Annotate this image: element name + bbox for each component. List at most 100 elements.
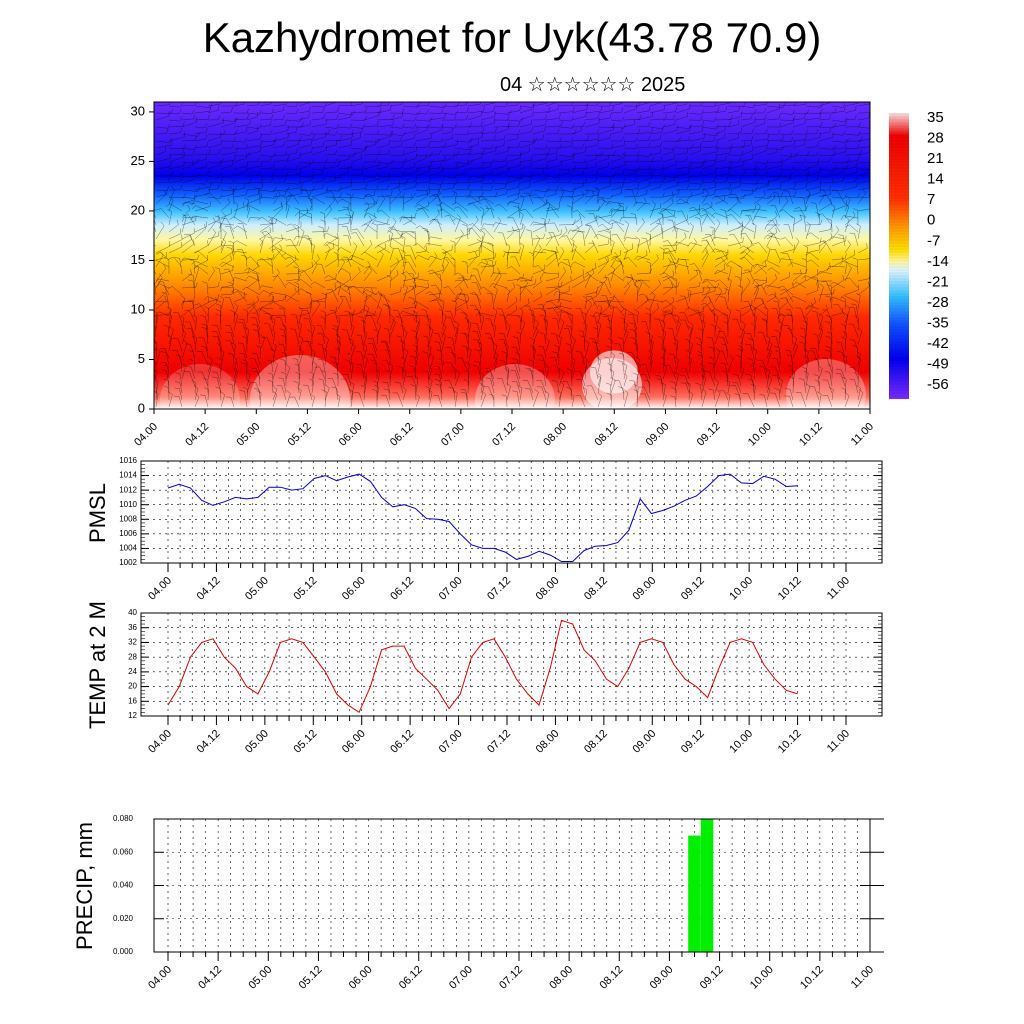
wind-barb: [441, 258, 450, 275]
wind-barb: [792, 335, 798, 352]
wind-barb: [714, 121, 731, 128]
colorbar-bar: [889, 113, 909, 399]
wind-barb: [688, 287, 705, 296]
wind-barb: [174, 387, 183, 401]
wind-barb: [693, 309, 703, 324]
wind-barb: [740, 188, 753, 198]
wind-barb: [844, 162, 858, 170]
wind-barb: [401, 356, 406, 373]
wind-barb: [701, 154, 718, 163]
wind-barb: [618, 386, 625, 401]
wind-barb: [596, 198, 612, 205]
wind-barb: [272, 391, 277, 408]
wind-barb: [493, 109, 512, 115]
y-tick-label: 32: [128, 638, 137, 647]
wind-barb: [155, 177, 170, 184]
wind-barb: [841, 296, 846, 310]
wind-barb: [160, 351, 170, 366]
wind-barb: [844, 249, 856, 261]
wind-barb: [584, 268, 595, 282]
wind-barb: [410, 231, 417, 247]
wind-barb: [753, 164, 767, 170]
wind-barb: [558, 226, 568, 240]
wind-barb: [532, 106, 551, 114]
wind-barb: [445, 361, 456, 373]
wind-barb: [285, 108, 299, 114]
wind-barb: [660, 356, 666, 373]
wind-barb: [285, 139, 300, 149]
wind-barb: [285, 202, 290, 219]
wind-barb: [777, 285, 794, 296]
wind-barb: [427, 255, 443, 261]
wind-barb: [610, 188, 622, 198]
wind-barb: [752, 208, 768, 214]
wind-barb: [709, 309, 716, 324]
wind-barb: [825, 349, 833, 366]
wind-barb: [517, 315, 523, 331]
wind-barb: [825, 346, 833, 359]
wind-barb: [774, 345, 781, 359]
wind-barb: [701, 141, 718, 149]
pmsl-series-line: [167, 473, 798, 562]
x-tick-label: 04.00: [146, 728, 174, 756]
x-tick-label: 09.00: [648, 964, 676, 992]
wind-barb: [662, 106, 678, 114]
wind-barb: [616, 260, 625, 275]
wind-barb: [204, 192, 222, 205]
wind-barb: [714, 269, 729, 275]
wind-barb: [371, 220, 391, 226]
wind-barb: [249, 358, 261, 373]
wind-barb: [220, 129, 238, 135]
wind-barb: [688, 222, 694, 240]
wind-barb: [480, 185, 494, 191]
wind-barb: [523, 192, 534, 205]
wind-barb: [415, 393, 420, 408]
wind-barb: [519, 138, 535, 149]
wind-barb: [389, 254, 403, 268]
wind-barb: [536, 380, 547, 394]
wind-barb: [727, 181, 741, 191]
wind-barb: [450, 257, 456, 274]
wind-barb: [348, 360, 354, 380]
wind-barb: [473, 365, 482, 380]
wind-barb: [571, 146, 587, 156]
wind-barb: [346, 193, 352, 212]
wind-barb: [714, 279, 729, 289]
wind-barb: [636, 279, 643, 296]
wind-barb: [765, 367, 770, 387]
wind-barb: [389, 269, 399, 282]
wind-barb: [857, 168, 870, 170]
wind-barb: [539, 314, 547, 331]
wind-barb: [246, 274, 260, 289]
wind-barb: [402, 282, 416, 296]
wind-barb: [168, 193, 187, 199]
wind-barb: [752, 307, 768, 317]
wind-barb: [577, 230, 586, 247]
wind-barb: [493, 216, 502, 233]
wind-barb: [246, 170, 261, 177]
wind-barb: [727, 197, 739, 212]
wind-barb: [641, 237, 651, 254]
wind-barb: [167, 334, 172, 352]
wind-barb: [360, 384, 366, 401]
wind-barb: [831, 193, 847, 199]
wind-barb: [779, 312, 785, 331]
wind-barb: [779, 174, 791, 184]
wind-barb: [619, 216, 638, 222]
wind-barb: [606, 392, 612, 408]
wind-barb: [363, 173, 381, 184]
wind-barb: [244, 197, 249, 212]
wind-barb: [725, 379, 731, 394]
wind-barb: [251, 272, 261, 289]
wind-barb: [402, 328, 408, 345]
wind-barb: [168, 241, 183, 254]
wind-barb: [726, 214, 742, 226]
wind-barb: [701, 285, 716, 296]
wind-barb: [293, 224, 300, 240]
wind-barb: [285, 274, 301, 282]
wind-barb: [688, 171, 702, 177]
wind-barb: [155, 123, 171, 129]
wind-barb: [442, 251, 456, 261]
wind-barb: [207, 129, 226, 135]
